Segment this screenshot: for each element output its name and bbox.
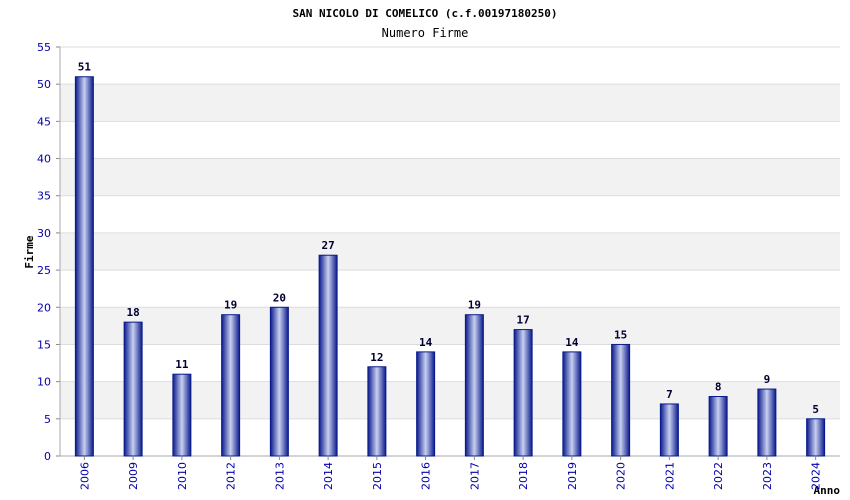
x-tick-label-2020: 2020	[615, 462, 628, 490]
data-label-2017: 19	[468, 299, 481, 312]
x-tick-label-2014: 2014	[322, 462, 335, 490]
bar-2012	[221, 314, 241, 457]
data-label-2013: 20	[273, 291, 286, 304]
bar-2014	[318, 254, 338, 457]
y-tick-label: 40	[37, 153, 51, 166]
data-label-2020: 15	[614, 328, 627, 341]
x-tick-label-2022: 2022	[712, 462, 725, 490]
grid-band	[60, 307, 840, 345]
y-tick-label: 50	[37, 78, 51, 91]
x-tick-label-2015: 2015	[371, 462, 384, 490]
x-tick-label-2010: 2010	[176, 462, 189, 490]
data-label-2024: 5	[812, 403, 819, 416]
y-axis-label: Firme	[23, 235, 36, 268]
data-label-2009: 18	[127, 306, 140, 319]
x-tick-label-2006: 2006	[78, 462, 91, 490]
bar-2009	[123, 321, 143, 457]
bar-2021	[659, 403, 679, 457]
data-label-2010: 11	[175, 358, 189, 371]
x-axis-label: Anno	[814, 484, 841, 497]
bar-2017	[464, 314, 484, 457]
x-tick-label-2019: 2019	[566, 462, 579, 490]
data-label-2019: 14	[565, 336, 579, 349]
y-tick-label: 0	[44, 450, 51, 463]
data-label-2012: 19	[224, 299, 237, 312]
data-label-2014: 27	[322, 239, 335, 252]
data-label-2022: 8	[715, 381, 722, 394]
bar-2016	[416, 351, 436, 457]
bar-2019	[562, 351, 582, 457]
y-tick-label: 5	[44, 413, 51, 426]
x-tick-label-2017: 2017	[468, 462, 481, 490]
y-tick-label: 30	[37, 227, 51, 240]
grid-band	[60, 232, 840, 271]
bar-2018	[513, 329, 533, 457]
data-label-2018: 17	[517, 314, 530, 327]
y-tick-label: 10	[37, 376, 51, 389]
x-tick-label-2018: 2018	[517, 462, 530, 490]
bar-2020	[611, 343, 631, 457]
x-tick-label-2013: 2013	[273, 462, 286, 490]
data-label-2023: 9	[764, 373, 771, 386]
bar-2022	[708, 396, 728, 457]
y-tick-label: 35	[37, 190, 51, 203]
chart-subtitle: Numero Firme	[382, 26, 469, 40]
y-tick-label: 15	[37, 338, 51, 351]
y-tick-label: 45	[37, 115, 51, 128]
y-tick-label: 20	[37, 301, 51, 314]
grid-band	[60, 84, 840, 122]
x-tick-label-2023: 2023	[761, 462, 774, 490]
data-label-2006: 51	[78, 61, 92, 74]
x-tick-label-2012: 2012	[225, 462, 238, 490]
x-tick-label-2024: 2024	[810, 462, 823, 490]
grid-band	[60, 158, 840, 196]
data-label-2021: 7	[666, 388, 673, 401]
chart-title: SAN NICOLO DI COMELICO (c.f.00197180250)	[293, 7, 558, 20]
bar-2023	[757, 388, 777, 457]
bar-2024	[806, 418, 826, 457]
bar-2010	[172, 373, 192, 457]
plot-area: 0 5 10 15 20 25 30 35 40 45 50 55 51 2006 18 2009 11 2010…	[37, 41, 840, 490]
x-tick-label-2016: 2016	[420, 462, 433, 490]
bar-2013	[269, 306, 289, 457]
x-tick-label-2021: 2021	[663, 462, 676, 490]
y-tick-label: 55	[37, 41, 51, 54]
bar-2006	[74, 76, 94, 457]
x-tick-label-2009: 2009	[127, 462, 140, 490]
y-tick-label: 25	[37, 264, 51, 277]
bar-2015	[367, 366, 387, 457]
data-label-2016: 14	[419, 336, 433, 349]
data-label-2015: 12	[370, 351, 383, 364]
